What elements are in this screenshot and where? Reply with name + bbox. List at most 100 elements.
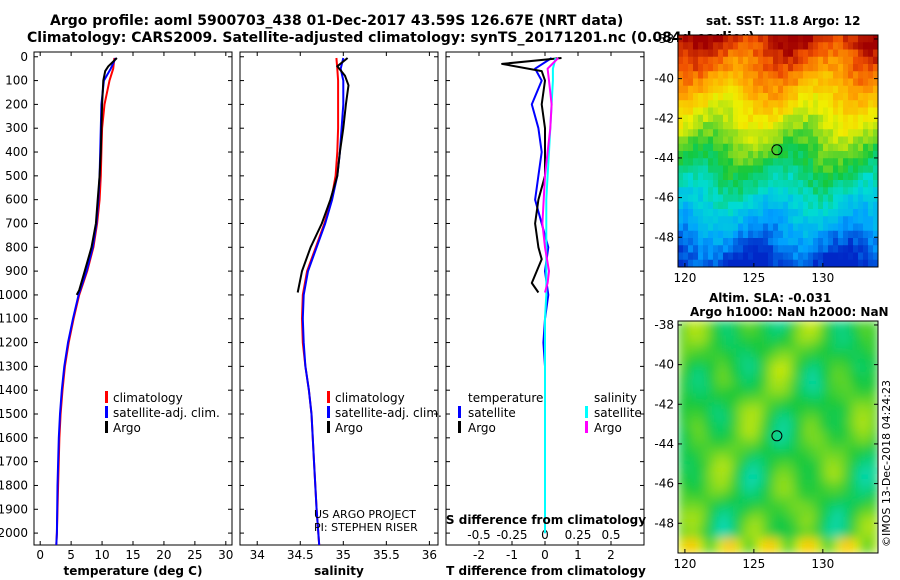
map-cell xyxy=(853,35,859,43)
map-cell xyxy=(728,129,734,138)
map-cell xyxy=(808,509,814,518)
map-cell xyxy=(798,165,804,174)
map-cell xyxy=(788,71,794,80)
map-cell xyxy=(728,252,734,261)
map-cell xyxy=(743,393,749,402)
map-cell xyxy=(718,230,724,239)
map-cell xyxy=(858,122,864,130)
map-cell xyxy=(823,259,829,267)
map-cell xyxy=(843,151,849,159)
map-cell xyxy=(708,371,714,380)
map-cell xyxy=(723,93,729,101)
map-cell xyxy=(688,201,694,210)
map-cell xyxy=(718,122,724,130)
map-x-tick-label: 120 xyxy=(673,557,696,571)
y-tick-label: 600 xyxy=(5,193,28,207)
map-cell xyxy=(698,379,704,387)
map-cell xyxy=(828,187,834,196)
map-cell xyxy=(793,42,799,51)
map-cell xyxy=(868,451,874,460)
map-cell xyxy=(843,201,849,210)
map-cell xyxy=(678,444,684,453)
map-cell xyxy=(813,335,819,344)
map-cell xyxy=(733,400,739,409)
map-cell xyxy=(763,357,769,366)
map-cell xyxy=(828,545,834,553)
map-cell xyxy=(823,252,829,261)
map-cell xyxy=(818,245,824,254)
y-tick-label: 400 xyxy=(5,145,28,159)
map-cell xyxy=(708,165,714,174)
map-cell xyxy=(788,129,794,138)
map-cell xyxy=(743,350,749,358)
map-cell xyxy=(823,49,829,58)
map-cell xyxy=(843,429,849,438)
y-tick-label: 300 xyxy=(5,121,28,135)
map-cell xyxy=(698,259,704,267)
map-cell xyxy=(778,129,784,138)
map-cell xyxy=(793,480,799,489)
map-cell xyxy=(748,172,754,181)
map-cell xyxy=(838,35,844,43)
series-line-satellite-adj-clim- xyxy=(301,57,345,545)
map-cell xyxy=(843,259,849,267)
map-cell xyxy=(723,42,729,51)
map-cell xyxy=(843,487,849,496)
map-cell xyxy=(843,408,849,416)
map-cell xyxy=(743,437,749,445)
map-cell xyxy=(748,357,754,366)
map-cell xyxy=(873,531,878,540)
map-cell xyxy=(718,422,724,431)
map-cell xyxy=(828,328,834,337)
map-cell xyxy=(818,238,824,246)
map-cell xyxy=(833,466,839,474)
map-cell xyxy=(768,386,774,395)
map-cell xyxy=(718,158,724,167)
map-cell xyxy=(833,56,839,65)
map-cell xyxy=(833,107,839,116)
map-cell xyxy=(728,335,734,344)
map-cell xyxy=(678,180,684,188)
map-cell xyxy=(798,245,804,254)
map-cell xyxy=(738,245,744,254)
map-cell xyxy=(818,321,824,329)
map-y-tick-label: -44 xyxy=(654,437,674,451)
map-cell xyxy=(738,230,744,239)
map-cell xyxy=(678,107,684,116)
map-cell xyxy=(808,502,814,511)
map-cell xyxy=(718,143,724,152)
map-cell xyxy=(748,252,754,261)
map-cell xyxy=(733,114,739,123)
map-cell xyxy=(853,143,859,152)
map-cell xyxy=(733,408,739,416)
map-cell xyxy=(863,379,869,387)
map-cell xyxy=(713,473,719,482)
map-cell xyxy=(688,342,694,351)
map-cell xyxy=(688,230,694,239)
map-cell xyxy=(828,466,834,474)
map-cell xyxy=(798,364,804,373)
map-cell xyxy=(803,429,809,438)
map-cell xyxy=(803,408,809,416)
map-cell xyxy=(693,321,699,329)
map-cell xyxy=(688,335,694,344)
map-cell xyxy=(753,158,759,167)
map-cell xyxy=(803,151,809,159)
map-cell xyxy=(743,223,749,232)
map-cell xyxy=(713,238,719,246)
map-cell xyxy=(798,107,804,116)
map-cell xyxy=(843,386,849,395)
map-cell xyxy=(753,187,759,196)
map-cell xyxy=(693,386,699,395)
map-cell xyxy=(848,335,854,344)
map-cell xyxy=(778,35,784,43)
map-cell xyxy=(718,209,724,217)
map-cell xyxy=(728,480,734,489)
map-cell xyxy=(768,480,774,489)
map-cell xyxy=(838,49,844,58)
map-cell xyxy=(813,107,819,116)
map-cell xyxy=(823,466,829,474)
map-cell xyxy=(858,335,864,344)
map-cell xyxy=(803,122,809,130)
map-cell xyxy=(863,56,869,65)
